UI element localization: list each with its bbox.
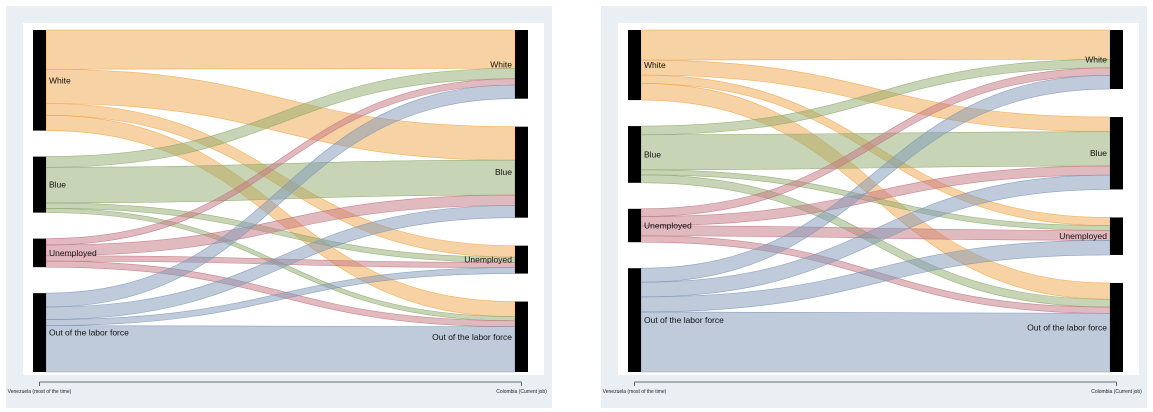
label-right-blue: Blue [495,167,512,177]
flow-out-of-the-labor-force-to-white [45,84,516,308]
x-axis: Venezuela (most of the time) Colombia (Cu… [603,381,1142,395]
label-left-unemployed: Unemployed [49,248,97,258]
flows [45,29,516,373]
node-right-out-of-the-labor-force [515,301,528,372]
label-left-unemployed: Unemployed [644,221,692,231]
label-right-unemployed: Unemployed [464,255,512,265]
nodes [33,30,528,372]
node-right-white [1110,30,1123,90]
node-right-out-of-the-labor-force [1110,282,1123,372]
flow-out-of-the-labor-force-to-unemployed [45,267,516,326]
sankey-panel-right: White Blue Unemployed Out of the labor forc… [601,6,1147,408]
node-left-out-of-the-labor-force [33,293,46,372]
node-left-out-of-the-labor-force [628,268,641,372]
label-right-out-of-the-labor-force: Out of the labor force [1027,322,1107,332]
label-left-blue: Blue [49,180,66,190]
flow-white-to-white [640,29,1111,61]
node-left-white [33,30,46,131]
node-labels: White Blue Unemployed Out of the labor forc… [49,59,512,341]
sankey-chart-right: White Blue Unemployed Out of the labor forc… [603,23,1142,395]
x-tick-label-1: Colombia (Current job) [496,389,547,395]
node-labels: White Blue Unemployed Out of the labor forc… [644,55,1107,333]
x-tick-label-1: Colombia (Current job) [1091,389,1142,395]
label-right-white: White [490,59,512,69]
label-right-white: White [1085,55,1107,65]
flow-out-of-the-labor-force-to-unemployed [640,239,1111,313]
label-left-out-of-the-labor-force: Out of the labor force [644,315,724,325]
x-tick-label-0: Venezuela (most of the time) [603,389,667,395]
label-right-unemployed: Unemployed [1059,231,1107,241]
nodes [628,30,1123,372]
label-right-out-of-the-labor-force: Out of the labor force [432,332,512,342]
sankey-chart-left: White Blue Unemployed Out of the labor forc… [8,23,547,395]
flow-out-of-the-labor-force-to-white [640,75,1111,283]
flows [640,29,1111,373]
node-right-blue [515,126,528,218]
node-left-unemployed [628,208,641,243]
node-left-white [628,30,641,101]
label-left-white: White [644,60,666,70]
label-right-blue: Blue [1090,148,1107,158]
label-left-out-of-the-labor-force: Out of the labor force [49,328,129,338]
node-left-unemployed [33,238,46,268]
sankey-panel-left: White Blue Unemployed Out of the labor forc… [6,6,552,408]
node-left-blue [628,126,641,183]
flow-white-to-white [45,29,516,70]
node-right-blue [1110,117,1123,190]
node-right-white [515,30,528,99]
flow-blue-to-blue [640,131,1111,171]
node-right-unemployed [515,245,528,274]
node-right-unemployed [1110,217,1123,255]
label-left-blue: Blue [644,149,661,159]
node-left-blue [33,156,46,213]
x-axis: Venezuela (most of the time) Colombia (Cu… [8,381,547,395]
label-left-white: White [49,75,71,85]
x-tick-label-0: Venezuela (most of the time) [8,389,72,395]
